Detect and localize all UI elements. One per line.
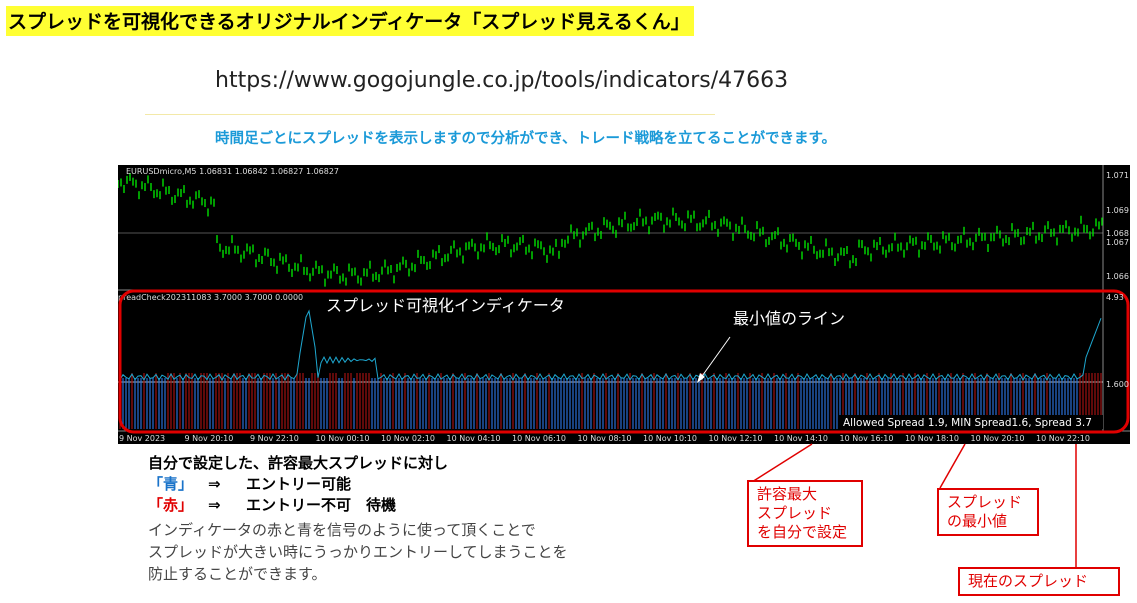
indicator-label: preadCheck2023110​83 3.7000 3.7000 0.000… — [118, 293, 303, 302]
price-label: 1.068 — [1106, 229, 1129, 238]
time-label: 10 Nov 12:10 — [709, 434, 763, 443]
time-label: 10 Nov 14:10 — [774, 434, 828, 443]
arrow-head — [697, 373, 705, 383]
time-label: 10 Nov 18:10 — [905, 434, 959, 443]
highlight-frame — [118, 289, 1130, 434]
spread-line — [119, 309, 1102, 382]
time-label: 9 Nov 20:10 — [185, 434, 234, 443]
time-label: 10 Nov 06:10 — [512, 434, 566, 443]
legend-row: 「青」 ⇒ エントリー可能 — [148, 474, 568, 495]
time-label: 9 Nov 2023 — [119, 434, 165, 443]
time-label: 10 Nov 04:10 — [447, 434, 501, 443]
callout-line-text: スプレッド — [757, 504, 833, 522]
annotation: スプレッド可視化インディケータ — [326, 296, 565, 315]
paragraph-line: 防止することができます。 — [148, 565, 327, 583]
time-label: 10 Nov 02:10 — [381, 434, 435, 443]
callout-lines — [751, 443, 1077, 568]
indicator-axis-label: 4.93 — [1106, 293, 1124, 302]
meaning: エントリー可能 — [246, 475, 352, 493]
meaning: エントリー不可 待機 — [246, 496, 397, 514]
annotation-arrow — [699, 336, 731, 380]
callout-line — [751, 443, 813, 483]
symbol-label: EURUSDmicro,M5 1.06831 1.06842 1.06827 1… — [126, 167, 339, 176]
callout: 現在のスプレッド — [958, 567, 1120, 596]
time-label: 10 Nov 16:10 — [840, 434, 894, 443]
chart-screenshot: EURUSDmicro,M5 1.06831 1.06842 1.06827 1… — [118, 165, 1130, 444]
legend-row: 「赤」 ⇒ エントリー不可 待機 — [148, 495, 568, 516]
color-label: 「赤」 — [148, 496, 194, 514]
annotation: 最小値のライン — [733, 309, 845, 328]
legend: 自分で設定した、許容最大スプレッドに対し 「青」 ⇒ エントリー可能 「赤」 ⇒ エント… — [148, 453, 568, 585]
legend-intro: 自分で設定した、許容最大スプレッドに対し — [148, 454, 449, 472]
divider — [145, 114, 715, 115]
callout-line-text: 許容最大 — [757, 485, 818, 503]
callout-line-text: の最小値 — [947, 512, 1008, 530]
callout: 許容最大 スプレッド を自分で設定 — [747, 480, 863, 547]
callout-line-text: を自分で設定 — [757, 523, 848, 541]
callout-line — [939, 443, 966, 489]
arrow: ⇒ — [208, 475, 221, 493]
indicator-axis-label: 1.600 — [1106, 380, 1129, 389]
color-label: 「青」 — [148, 475, 194, 493]
time-label: 10 Nov 08:10 — [578, 434, 632, 443]
arrow: ⇒ — [208, 496, 221, 514]
time-label: 9 Nov 22:10 — [250, 434, 299, 443]
callout: スプレッド の最小値 — [937, 488, 1039, 536]
time-label: 10 Nov 10:10 — [643, 434, 697, 443]
paragraph-line: インディケータの赤と青を信号のように使って頂くことで — [148, 521, 536, 539]
status-text: Allowed Spread 1.9, MIN Spread1.6, Sprea… — [843, 417, 1092, 429]
time-label: 10 Nov 00:10 — [316, 434, 370, 443]
time-label: 10 Nov 22:10 — [1036, 434, 1090, 443]
paragraph-line: スプレッドが大きい時にうっかりエントリーしてしまうことを — [148, 543, 568, 561]
price-label: 1.071 — [1106, 171, 1129, 180]
time-label: 10 Nov 20:10 — [971, 434, 1025, 443]
price-label: 1.069 — [1106, 206, 1129, 215]
price-label: 1.066 — [1106, 272, 1129, 281]
callout-line-text: スプレッド — [947, 493, 1023, 511]
title: スプレッドを可視化できるオリジナルインディケータ「スプレッド見えるくん」 — [6, 6, 694, 36]
price-label: 1.067 — [1106, 238, 1129, 247]
status-bg — [838, 415, 1103, 429]
url: https://www.gogojungle.co.jp/tools/indic… — [215, 68, 789, 93]
subtitle: 時間足ごとにスプレッドを表示しますので分析ができ、トレード戦略を立てることができ… — [215, 131, 837, 147]
callout-line-text: 現在のスプレッド — [968, 572, 1089, 590]
